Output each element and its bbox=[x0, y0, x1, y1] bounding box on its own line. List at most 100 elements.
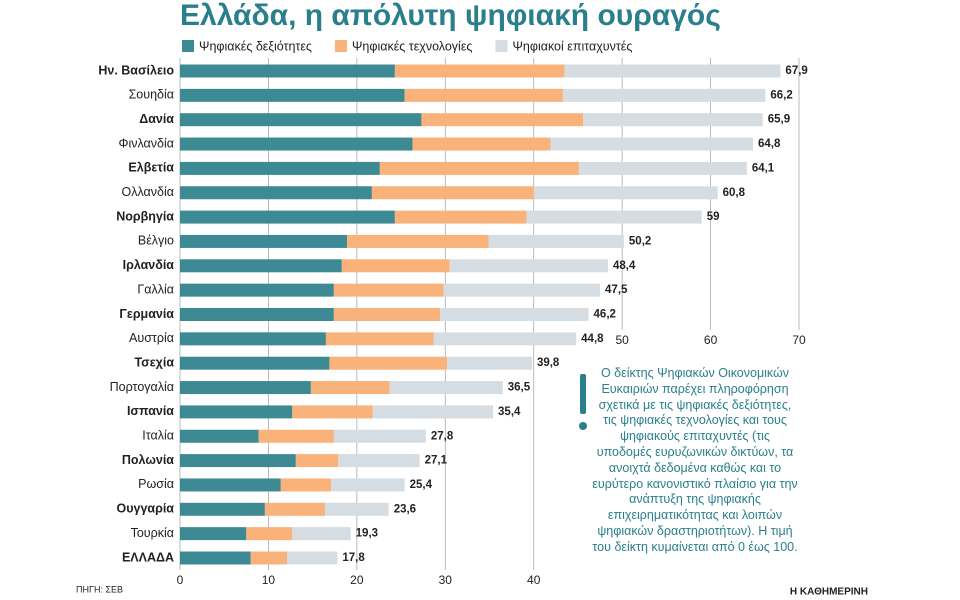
x-tick-label: 50 bbox=[615, 333, 629, 347]
bar-segment bbox=[310, 381, 390, 395]
x-tick-label: 70 bbox=[792, 333, 806, 347]
bar-segment bbox=[180, 64, 395, 78]
bar-segment bbox=[180, 259, 342, 273]
bar-segment bbox=[325, 332, 434, 346]
total-label: 64,1 bbox=[752, 162, 775, 174]
x-tick-label: 30 bbox=[439, 573, 453, 587]
category-label: Ελβετία bbox=[128, 161, 174, 175]
bar-segment bbox=[533, 186, 718, 200]
bar-segment bbox=[180, 137, 413, 151]
bar-segment bbox=[325, 502, 389, 516]
source: ΠΗΓΗ: ΣΕΒ bbox=[76, 584, 123, 594]
bar-segment bbox=[526, 210, 702, 224]
bar-segment bbox=[180, 405, 293, 419]
category-label: Τσεχία bbox=[134, 355, 174, 369]
credit: Η ΚΑΘΗΜΕΡΙΝΗ bbox=[790, 587, 868, 598]
x-tick-label: 40 bbox=[527, 573, 541, 587]
bar-segment bbox=[562, 88, 766, 102]
category-label: Αυστρία bbox=[129, 331, 174, 345]
category-label: Ιρλανδία bbox=[123, 258, 175, 272]
total-label: 44,8 bbox=[581, 333, 604, 345]
bar-segment bbox=[347, 234, 489, 248]
bar-segment bbox=[180, 551, 251, 565]
bar-segment bbox=[389, 381, 503, 395]
total-label: 59 bbox=[707, 211, 720, 223]
bar-segment bbox=[180, 234, 348, 248]
bar-segment bbox=[583, 113, 763, 127]
bar-segment bbox=[180, 454, 296, 468]
bar-segment bbox=[412, 137, 551, 151]
bar-segment bbox=[180, 113, 422, 127]
bar-segment bbox=[180, 161, 380, 175]
chart-title: Ελλάδα, η απόλυτη ψηφιακή ουραγός bbox=[180, 0, 721, 32]
total-label: 60,8 bbox=[723, 187, 746, 199]
legend-swatch bbox=[495, 40, 508, 52]
bar-segment bbox=[331, 478, 405, 492]
total-label: 39,8 bbox=[537, 357, 560, 369]
total-label: 64,8 bbox=[758, 138, 781, 150]
bar-segment bbox=[286, 551, 338, 565]
bar-segment bbox=[372, 405, 494, 419]
bar-segment bbox=[443, 283, 601, 297]
category-label: Βέλγιο bbox=[138, 234, 174, 248]
bar-segment bbox=[280, 478, 332, 492]
legend-swatch bbox=[182, 40, 194, 52]
category-label: Πορτογαλία bbox=[110, 380, 174, 394]
bar-segment bbox=[180, 210, 395, 224]
bar-segment bbox=[180, 283, 334, 297]
bar-segment bbox=[341, 259, 450, 273]
category-label: Ισπανία bbox=[127, 404, 174, 418]
bar-segment bbox=[433, 332, 577, 346]
bar-segment bbox=[180, 527, 247, 541]
total-label: 46,2 bbox=[594, 309, 616, 321]
bar-segment bbox=[379, 161, 579, 175]
bar-segment bbox=[488, 234, 624, 248]
bar-segment bbox=[246, 527, 293, 541]
category-label: Νορβηγία bbox=[116, 209, 174, 223]
bar-segment bbox=[180, 356, 330, 370]
x-tick-label: 60 bbox=[704, 333, 718, 347]
category-label: Ην. Βασίλειο bbox=[98, 63, 174, 77]
legend-label: Ψηφιακές δεξιότητες bbox=[199, 39, 312, 53]
bar-segment bbox=[292, 527, 351, 541]
bar-segment bbox=[180, 308, 334, 321]
bar-segment bbox=[329, 356, 448, 370]
category-label: Πολωνία bbox=[122, 453, 174, 467]
bar-segment bbox=[338, 454, 420, 468]
total-label: 35,4 bbox=[498, 406, 521, 418]
category-label: Ιταλία bbox=[142, 429, 174, 443]
bar-segment bbox=[439, 308, 589, 321]
bar-segment bbox=[371, 186, 534, 200]
bar-segment bbox=[180, 429, 259, 443]
total-label: 48,4 bbox=[613, 260, 636, 272]
bar-segment bbox=[394, 210, 527, 224]
bar-segment bbox=[404, 88, 563, 102]
bar-segment bbox=[180, 381, 311, 395]
bar-segment bbox=[180, 186, 372, 200]
bar-segment bbox=[180, 88, 405, 102]
total-label: 19,3 bbox=[356, 528, 378, 540]
bar-segment bbox=[421, 113, 584, 127]
total-label: 66,2 bbox=[770, 89, 792, 101]
bar-segment bbox=[333, 283, 444, 297]
legend-label: Ψηφιακές τεχνολογίες bbox=[352, 39, 473, 53]
note-icon bbox=[579, 374, 587, 430]
bar-segment bbox=[394, 64, 565, 78]
total-label: 65,9 bbox=[768, 114, 790, 126]
note: Ο δείκτης Ψηφιακών Οικονομικών Ευκαιριών… bbox=[592, 366, 798, 554]
total-label: 25,4 bbox=[410, 479, 433, 491]
total-label: 27,1 bbox=[425, 455, 448, 467]
bar-segment bbox=[333, 308, 440, 321]
bar-segment bbox=[295, 454, 339, 468]
bar-segment bbox=[180, 478, 281, 492]
bar-segment bbox=[250, 551, 287, 565]
bar-segment bbox=[292, 405, 373, 419]
x-tick-label: 0 bbox=[177, 573, 184, 587]
bar-segment bbox=[333, 429, 426, 443]
bar-segment bbox=[180, 502, 265, 516]
total-label: 67,9 bbox=[785, 65, 807, 77]
total-label: 36,5 bbox=[508, 382, 531, 394]
x-tick-label: 10 bbox=[262, 573, 276, 587]
